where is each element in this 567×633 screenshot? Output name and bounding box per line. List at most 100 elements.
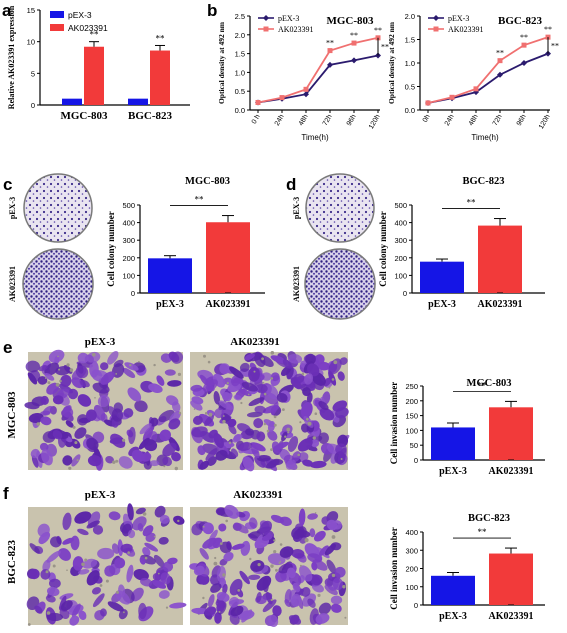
chart-title: MGC-803 <box>326 15 374 27</box>
x-tick-label: 72h <box>322 113 334 127</box>
legend-label: AK023391 <box>68 23 108 33</box>
y-axis-label: Cell colony number <box>378 211 388 287</box>
y-tick-label: 1.0 <box>405 59 415 68</box>
y-tick-label: 50 <box>410 441 418 450</box>
x-category-label: AK023391 <box>206 299 251 310</box>
y-tick-label: 400 <box>405 528 418 537</box>
y-tick-label: 400 <box>394 219 407 228</box>
significance-mark: ** <box>544 25 552 34</box>
legend-label: pEX-3 <box>68 10 92 20</box>
significance-mark: ** <box>478 380 488 390</box>
bar-ak023391 <box>478 225 522 293</box>
row-label-mgc803: MGC-803 <box>6 391 18 439</box>
y-tick-label: 500 <box>394 201 407 210</box>
panel-letter-a: a <box>2 1 12 20</box>
data-point-ak023391 <box>303 86 309 92</box>
y-tick-label: 300 <box>122 236 135 245</box>
y-tick-label: 100 <box>122 271 135 280</box>
x-axis-label: Time(h) <box>301 133 329 142</box>
y-tick-label: 0.5 <box>405 83 415 92</box>
legend-label: AK023391 <box>448 25 484 34</box>
chart-title: BGC-823 <box>463 176 505 187</box>
data-point-ak023391 <box>279 95 285 101</box>
x-tick-label: 72h <box>492 113 504 127</box>
significance-mark: ** <box>326 39 334 48</box>
y-axis-label: Optical density at 492 nm <box>387 21 396 104</box>
bar-pex3 <box>148 258 192 293</box>
significance-mark: ** <box>195 195 205 205</box>
legend-marker <box>263 26 269 32</box>
bar-bgc-823-pex3 <box>128 98 148 105</box>
panel-letter-f: f <box>3 484 9 503</box>
series-line-ak023391 <box>257 36 379 104</box>
series-line-ak023391 <box>427 36 549 104</box>
significance-mark: ** <box>478 527 488 537</box>
x-tick-label: 0 h <box>251 113 262 125</box>
x-tick-label: 24h <box>274 113 286 127</box>
x-tick-label: 48h <box>468 113 480 127</box>
y-axis-label: Cell invasion number <box>389 382 399 465</box>
bar-ak023391 <box>206 222 250 293</box>
data-point-pex3 <box>303 91 309 98</box>
y-tick-label: 1.5 <box>405 36 415 45</box>
charts-layer: 0 5 10 15 Relative AK023391 expression ** MGC-… <box>6 5 559 622</box>
data-point-ak023391 <box>327 48 333 54</box>
y-tick-label: 2.0 <box>405 12 415 21</box>
legend-marker <box>433 15 439 21</box>
chart-b2-axes: 0.0 0.5 1.0 1.5 2.0 <box>405 12 550 115</box>
y-axis-label: Optical density at 492 nm <box>217 21 226 104</box>
y-tick-label: 0 <box>414 601 418 610</box>
y-tick-label: 100 <box>394 271 407 280</box>
chart-title: BGC-823 <box>468 513 510 524</box>
x-category-label: pEX-3 <box>439 611 467 622</box>
y-tick-label: 5 <box>31 69 35 78</box>
y-tick-label: 100 <box>405 583 418 592</box>
bar-pex3 <box>431 575 475 605</box>
bar-ak023391 <box>489 407 533 460</box>
image-label-pex3: pEX-3 <box>85 336 116 348</box>
image-label-ak023391: AK023391 <box>233 489 283 501</box>
y-tick-label: 10 <box>27 38 35 47</box>
bar-ak023391 <box>489 553 533 605</box>
panel-letters: a b c d e f <box>2 1 296 503</box>
plate-label-pex3: pEX-3 <box>292 197 301 219</box>
x-category-label: pEX-3 <box>439 466 467 477</box>
x-category-label: AK023391 <box>489 466 534 477</box>
data-point-ak023391 <box>255 99 261 105</box>
y-tick-label: 500 <box>122 201 135 210</box>
y-axis-label: Cell colony number <box>106 211 116 287</box>
x-tick-label: 96h <box>346 113 358 127</box>
y-tick-label: 2.0 <box>235 31 245 40</box>
y-axis-label: Relative AK023391 expression <box>7 5 16 109</box>
y-tick-label: 100 <box>405 426 418 435</box>
y-tick-label: 1.0 <box>235 68 245 77</box>
legend-label: pEX-3 <box>278 14 299 23</box>
significance-mark: ** <box>520 33 528 42</box>
image-label-pex3: pEX-3 <box>85 489 116 501</box>
chart-title: BGC-823 <box>498 15 543 27</box>
significance-mark: ** <box>90 30 100 40</box>
y-tick-label: 0.0 <box>405 106 415 115</box>
colony-plate-c-bottom <box>22 248 94 320</box>
x-category-label: pEX-3 <box>428 299 456 310</box>
y-tick-label: 15 <box>27 6 35 15</box>
panel-letter-e: e <box>3 338 12 357</box>
colony-plate-d-bottom <box>304 248 376 320</box>
x-group-label: MGC-803 <box>60 110 108 122</box>
chart-b1-axes: 0.0 0.5 1.0 1.5 2.0 2.5 <box>235 12 380 115</box>
plate-label-pex3: pEX-3 <box>8 197 17 219</box>
invasion-image-f-pex3 <box>26 503 187 626</box>
invasion-image-e-ak023391 <box>190 351 350 472</box>
data-point-ak023391 <box>351 40 357 46</box>
x-tick-label: 0h <box>422 113 432 123</box>
colony-plate-c-top <box>23 173 93 243</box>
legend-marker <box>433 26 439 32</box>
x-category-label: pEX-3 <box>156 299 184 310</box>
data-point-pex3 <box>521 60 527 66</box>
data-point-ak023391 <box>425 100 431 106</box>
significance-mark: ** <box>467 198 477 208</box>
data-point-pex3 <box>351 57 357 64</box>
y-tick-label: 200 <box>405 565 418 574</box>
x-category-label: AK023391 <box>489 611 534 622</box>
